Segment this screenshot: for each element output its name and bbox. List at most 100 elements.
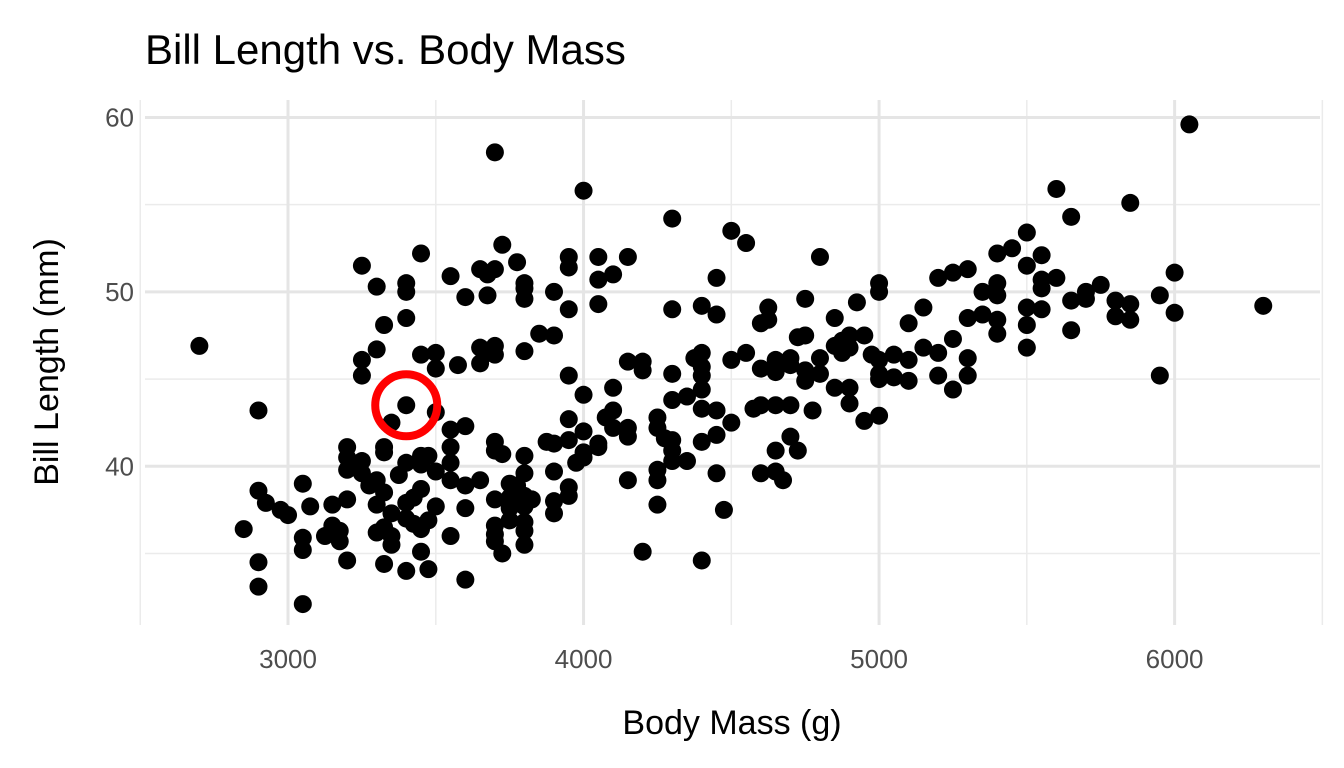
data-point bbox=[633, 542, 652, 561]
data-point bbox=[515, 446, 534, 465]
data-point bbox=[382, 504, 401, 523]
data-point bbox=[855, 411, 874, 430]
data-point bbox=[515, 342, 534, 361]
data-point bbox=[781, 396, 800, 415]
data-point bbox=[796, 326, 815, 345]
data-point bbox=[589, 270, 608, 289]
data-point bbox=[840, 394, 859, 413]
data-point bbox=[338, 490, 357, 509]
data-point bbox=[485, 490, 504, 509]
data-point bbox=[618, 352, 637, 371]
data-point bbox=[1017, 223, 1036, 242]
data-point bbox=[493, 445, 512, 464]
data-point bbox=[478, 286, 497, 305]
data-point bbox=[545, 434, 564, 453]
data-point bbox=[574, 181, 593, 200]
data-point bbox=[375, 316, 394, 334]
data-point bbox=[692, 551, 711, 570]
data-point bbox=[412, 542, 431, 561]
data-point bbox=[803, 401, 822, 420]
data-point bbox=[574, 448, 593, 467]
x-tick-label: 6000 bbox=[1146, 644, 1204, 674]
data-point bbox=[737, 343, 756, 362]
data-point bbox=[375, 483, 394, 502]
data-point bbox=[515, 535, 534, 554]
data-point bbox=[493, 544, 512, 563]
data-point bbox=[648, 495, 667, 514]
data-point bbox=[589, 295, 608, 314]
data-point bbox=[249, 577, 268, 596]
data-point bbox=[840, 338, 859, 357]
data-point bbox=[677, 387, 696, 406]
data-point bbox=[810, 349, 829, 368]
data-point bbox=[545, 504, 564, 523]
data-point bbox=[825, 378, 844, 397]
data-point bbox=[397, 309, 416, 328]
data-point bbox=[1106, 291, 1125, 310]
data-point bbox=[884, 368, 903, 387]
data-point bbox=[1017, 316, 1036, 334]
data-point bbox=[441, 420, 460, 439]
data-point bbox=[485, 345, 504, 364]
data-point bbox=[397, 453, 416, 472]
data-point bbox=[1062, 321, 1081, 340]
data-point bbox=[604, 401, 623, 420]
data-point bbox=[338, 551, 357, 570]
data-point bbox=[604, 378, 623, 397]
data-point bbox=[958, 366, 977, 385]
data-point bbox=[1017, 338, 1036, 357]
data-point bbox=[500, 511, 519, 530]
data-point bbox=[958, 349, 977, 368]
y-tick-label: 50 bbox=[105, 277, 134, 307]
data-point bbox=[412, 479, 431, 498]
data-point bbox=[426, 343, 445, 362]
data-points bbox=[190, 115, 1273, 614]
data-point bbox=[766, 363, 785, 382]
data-point bbox=[330, 532, 349, 551]
data-point bbox=[737, 234, 756, 253]
data-point bbox=[559, 300, 578, 319]
data-point bbox=[663, 300, 682, 319]
data-point bbox=[810, 247, 829, 266]
data-point bbox=[412, 244, 431, 263]
data-point bbox=[847, 293, 866, 312]
data-point bbox=[766, 441, 785, 460]
data-point bbox=[722, 413, 741, 432]
data-point bbox=[1254, 296, 1273, 315]
data-point bbox=[1017, 298, 1036, 317]
data-point bbox=[707, 425, 726, 444]
highlight-circle bbox=[371, 370, 442, 441]
data-point bbox=[988, 244, 1007, 263]
data-point bbox=[648, 471, 667, 490]
data-point bbox=[323, 516, 342, 535]
x-axis-title: Body Mass (g) bbox=[622, 704, 841, 742]
data-point bbox=[375, 438, 394, 457]
data-point bbox=[663, 452, 682, 471]
data-point bbox=[515, 279, 534, 298]
data-point bbox=[574, 385, 593, 404]
data-point bbox=[988, 286, 1007, 305]
data-point bbox=[1047, 268, 1066, 287]
data-point bbox=[870, 282, 889, 301]
data-point bbox=[781, 356, 800, 375]
data-point bbox=[515, 521, 534, 540]
data-point bbox=[929, 343, 948, 362]
data-point bbox=[722, 350, 741, 369]
x-axis-ticks: 3000 4000 5000 6000 bbox=[259, 644, 1203, 674]
data-point bbox=[1062, 291, 1081, 310]
data-point bbox=[707, 305, 726, 324]
data-point bbox=[441, 438, 460, 457]
data-point bbox=[589, 247, 608, 266]
data-point bbox=[973, 305, 992, 324]
data-point bbox=[781, 427, 800, 446]
data-point bbox=[929, 366, 948, 385]
data-point bbox=[810, 364, 829, 383]
data-point bbox=[1121, 295, 1140, 314]
data-point bbox=[545, 282, 564, 301]
data-point bbox=[456, 288, 475, 307]
data-point bbox=[301, 497, 320, 516]
data-point bbox=[958, 309, 977, 328]
data-point bbox=[589, 438, 608, 457]
data-point bbox=[714, 500, 733, 519]
